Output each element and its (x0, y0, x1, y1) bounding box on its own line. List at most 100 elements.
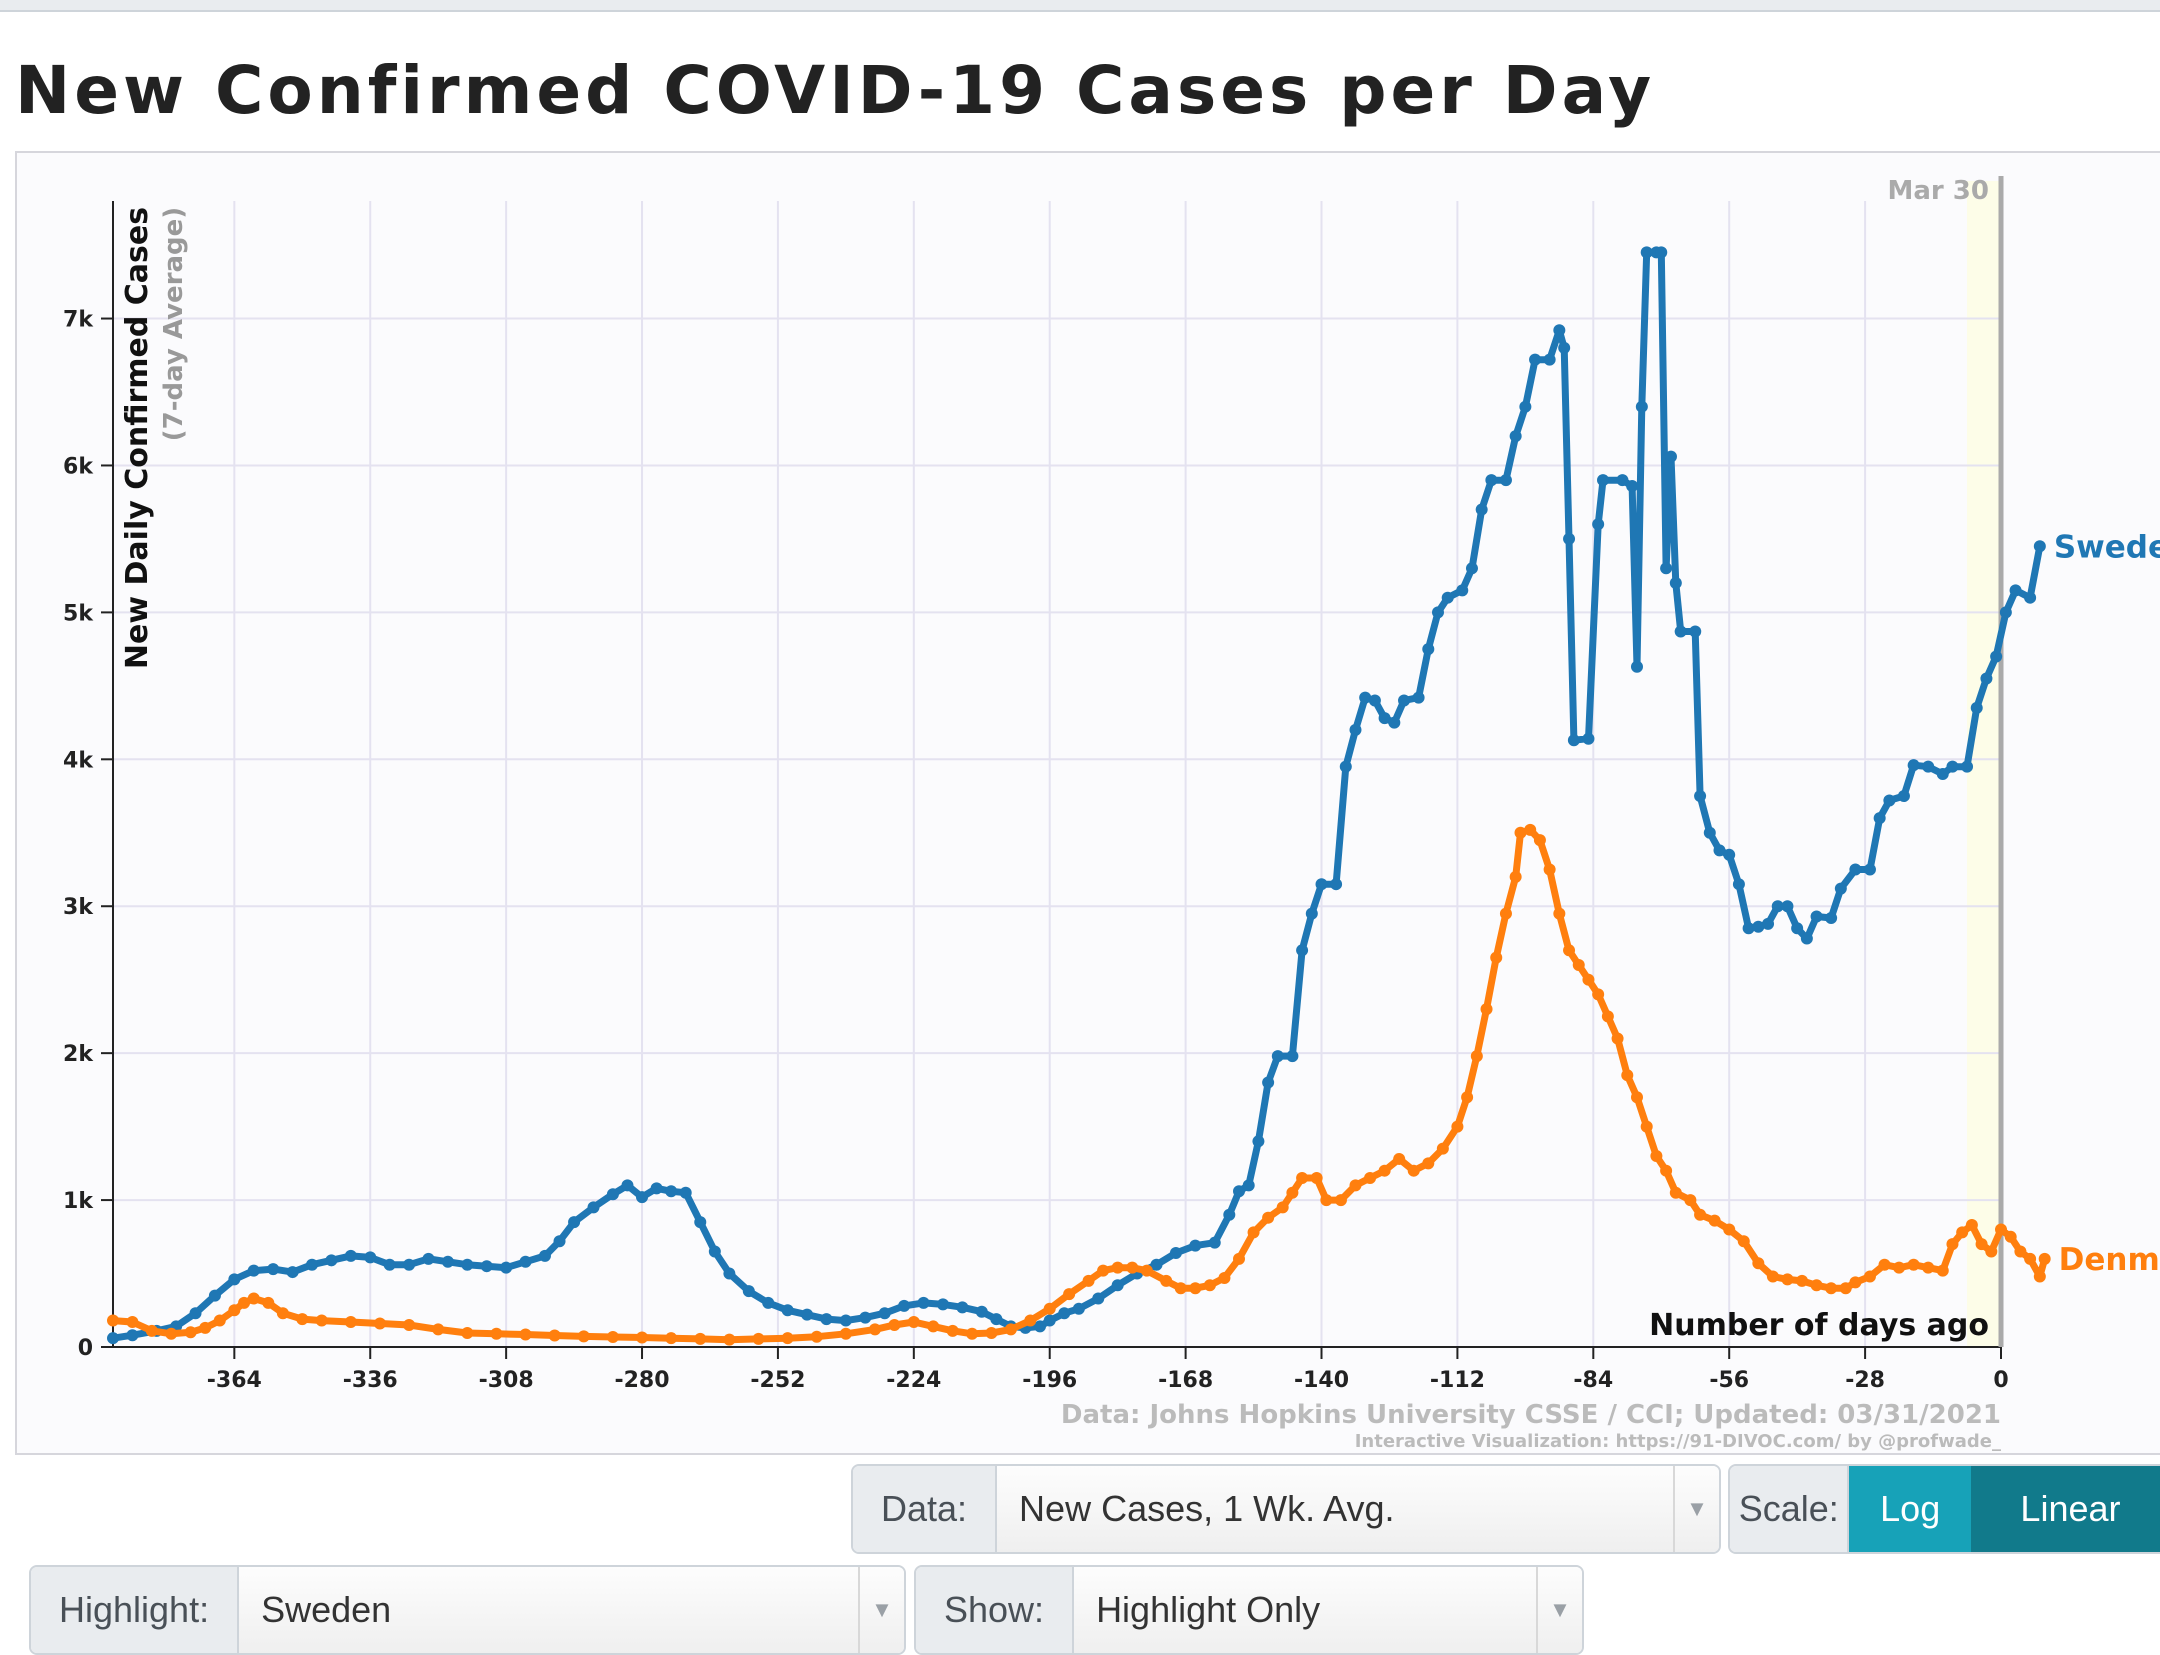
data-point-sweden (694, 1216, 707, 1229)
data-point-denmark (1752, 1257, 1765, 1270)
data-point-denmark (1956, 1226, 1969, 1239)
data-point-denmark (1203, 1279, 1216, 1292)
page-title: New Confirmed COVID-19 Cases per Day (15, 52, 1656, 129)
data-point-sweden (1592, 518, 1605, 531)
data-point-denmark (165, 1327, 178, 1340)
data-point-sweden (1834, 882, 1847, 895)
x-axis-title: Number of days ago (1649, 1308, 1989, 1343)
data-point-sweden (553, 1235, 566, 1248)
data-point-sweden (1422, 643, 1435, 656)
highlight-select[interactable]: Sweden ▼ (239, 1567, 904, 1653)
data-point-denmark (1262, 1211, 1275, 1224)
highlight-selector[interactable]: Highlight: Sweden ▼ (29, 1565, 906, 1655)
data-point-sweden (1465, 562, 1478, 575)
data-point-sweden (1970, 701, 1983, 714)
data-point-sweden (917, 1296, 930, 1309)
data-point-sweden (461, 1258, 474, 1271)
source-note: Data: Johns Hopkins University CSSE / CC… (1061, 1400, 2001, 1430)
data-point-sweden (1286, 1050, 1299, 1063)
x-tick-label: -280 (614, 1368, 669, 1393)
x-tick-label: -196 (1022, 1368, 1077, 1393)
chevron-down-icon[interactable]: ▼ (858, 1567, 904, 1653)
data-point-sweden (500, 1261, 513, 1274)
data-point-denmark (373, 1317, 386, 1330)
data-point-sweden (1883, 794, 1896, 807)
data-point-denmark (126, 1316, 139, 1329)
data-point-sweden (665, 1185, 678, 1198)
data-point-denmark (1995, 1223, 2007, 1236)
data-point-denmark (2004, 1230, 2017, 1243)
chevron-down-icon[interactable]: ▼ (1536, 1567, 1582, 1653)
data-point-sweden (878, 1307, 891, 1320)
y-tick-label: 4k (63, 748, 94, 773)
data-point-denmark (781, 1332, 794, 1345)
data-point-sweden (2024, 591, 2037, 604)
highlight-label: Highlight: (31, 1567, 240, 1653)
data-point-sweden (1339, 760, 1352, 773)
data-point-denmark (1893, 1261, 1906, 1274)
data-point-denmark (1810, 1279, 1823, 1292)
data-label: Data: (853, 1466, 998, 1552)
data-point-sweden (422, 1252, 435, 1265)
data-point-sweden (1519, 400, 1532, 413)
y-tick-label: 0 (78, 1336, 93, 1361)
data-point-denmark (1004, 1323, 1017, 1336)
data-point-denmark (107, 1314, 119, 1327)
data-point-denmark (985, 1327, 998, 1340)
scale-toggle[interactable]: Scale: Log Linear (1728, 1464, 2160, 1554)
data-point-sweden (364, 1251, 377, 1264)
data-point-denmark (1723, 1223, 1736, 1236)
x-tick-label: -168 (1158, 1368, 1213, 1393)
data-select[interactable]: New Cases, 1 Wk. Avg. ▼ (997, 1466, 1719, 1552)
data-point-denmark (1694, 1208, 1707, 1221)
data-point-sweden (1640, 246, 1653, 259)
data-point-sweden (1946, 760, 1959, 773)
data-point-denmark (1422, 1157, 1435, 1170)
data-point-denmark (1233, 1252, 1246, 1265)
data-point-denmark (1572, 959, 1585, 971)
data-point-sweden (587, 1201, 600, 1214)
data-selector[interactable]: Data: New Cases, 1 Wk. Avg. ▼ (851, 1464, 1721, 1554)
data-point-denmark (1082, 1274, 1095, 1287)
data-point-denmark (1708, 1214, 1721, 1227)
data-point-sweden (1669, 577, 1682, 589)
chart-panel: 0 1k 2k 3k 4k 5k 6k 7k -364 -336 -308 -280 -252 -224-… (15, 151, 2160, 1455)
data-point-sweden (1762, 917, 1775, 930)
chevron-down-icon[interactable]: ▼ (1673, 1466, 1719, 1552)
data-point-sweden (189, 1307, 202, 1320)
show-select[interactable]: Highlight Only ▼ (1074, 1567, 1582, 1653)
data-point-denmark (1592, 988, 1605, 1001)
data-point-denmark (694, 1332, 707, 1345)
data-point-denmark (1737, 1235, 1750, 1248)
data-point-denmark (606, 1331, 619, 1344)
data-point-sweden (606, 1188, 619, 1201)
data-point-denmark (490, 1327, 503, 1340)
data-point-sweden (1922, 760, 1935, 773)
data-point-denmark (1524, 823, 1537, 836)
data-point-denmark (461, 1327, 474, 1340)
show-selector[interactable]: Show: Highlight Only ▼ (914, 1565, 1584, 1655)
data-point-sweden (898, 1299, 911, 1312)
data-point-denmark (1543, 863, 1556, 876)
data-point-sweden (2033, 540, 2046, 553)
scale-log-button[interactable]: Log (1849, 1466, 1971, 1552)
data-point-denmark (1985, 1245, 1998, 1258)
data-point-sweden (1626, 480, 1639, 493)
data-point-denmark (1650, 1150, 1663, 1162)
data-point-sweden (1543, 353, 1556, 366)
data-point-denmark (1975, 1238, 1988, 1251)
data-point-denmark (145, 1324, 158, 1337)
data-point-denmark (1640, 1120, 1653, 1133)
data-point-sweden (1529, 353, 1542, 366)
scale-linear-button[interactable]: Linear (1970, 1466, 2160, 1552)
data-point-denmark (1533, 834, 1546, 847)
data-point-sweden (1092, 1292, 1105, 1305)
x-tick-label: -28 (1845, 1368, 1885, 1393)
data-point-sweden (839, 1314, 852, 1327)
data-point-denmark (1276, 1201, 1289, 1214)
data-point-sweden (1111, 1279, 1124, 1292)
data-point-sweden (1713, 844, 1726, 857)
data-point-denmark (810, 1330, 823, 1343)
y-axis-title: New Daily Confirmed Cases (120, 207, 155, 669)
